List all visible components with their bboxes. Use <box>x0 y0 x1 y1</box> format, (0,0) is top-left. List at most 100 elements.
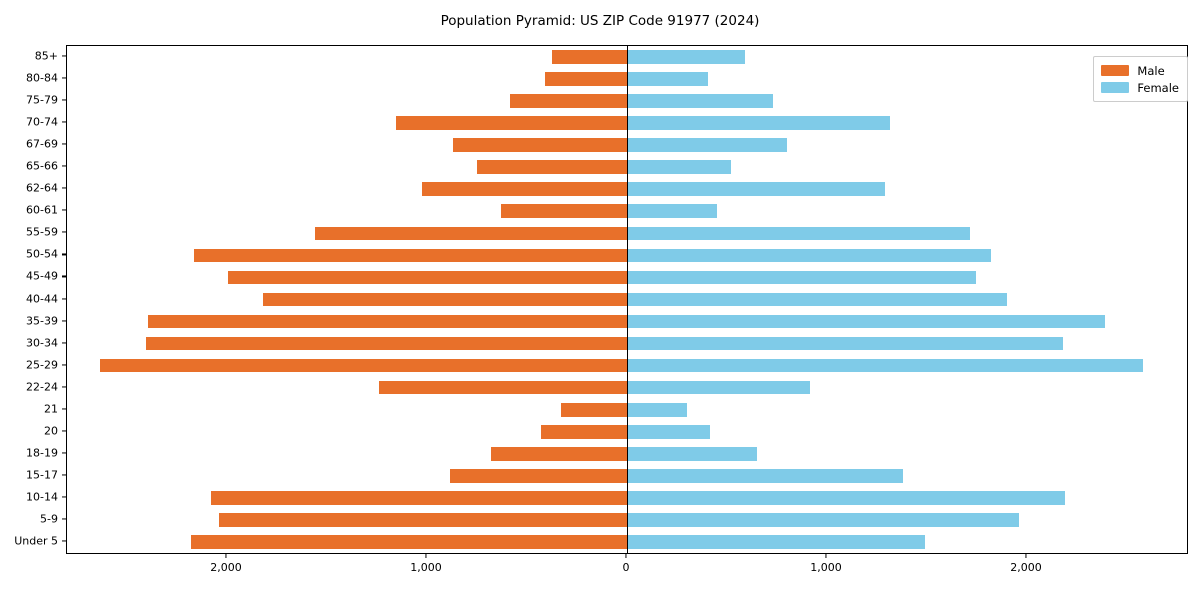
bar-female <box>627 469 903 483</box>
y-axis-tick-label: 80-84 <box>26 71 58 85</box>
bar-female <box>627 160 731 175</box>
legend-item-male: Male <box>1101 62 1179 79</box>
x-axis-tick-mark <box>625 554 627 558</box>
bar-male <box>491 446 627 461</box>
bar-male <box>450 469 627 483</box>
y-axis-tick-mark <box>62 187 66 189</box>
y-axis-tick-mark <box>62 209 66 211</box>
x-axis: 2,000 1,000 0 1,000 2,000 <box>66 554 1188 600</box>
bar-male <box>263 292 627 307</box>
legend-item-female: Female <box>1101 79 1179 96</box>
bar-row <box>67 380 1187 395</box>
bar-male <box>148 314 627 329</box>
y-axis-tick-label: 67-69 <box>26 137 58 151</box>
bar-male <box>510 94 627 108</box>
x-axis-tick-label: 0 <box>622 561 630 574</box>
y-axis-tick-label: 45-49 <box>26 269 58 283</box>
y-axis-tick-mark <box>62 297 66 300</box>
x-axis-tick-mark <box>425 554 427 558</box>
y-axis-tick-label: 40-44 <box>26 292 58 305</box>
bar-female <box>627 491 1065 505</box>
bar-female <box>627 336 1063 351</box>
x-axis-tick-label: 2,000 <box>210 561 242 574</box>
x-axis-tick-mark <box>1025 554 1027 558</box>
bar-female <box>627 270 976 285</box>
bar-male <box>315 226 627 241</box>
bar-female <box>627 402 687 417</box>
zero-axis-line <box>627 46 629 553</box>
y-axis-tick-mark <box>62 540 66 542</box>
bar-female <box>627 513 1019 527</box>
bar-male <box>228 270 627 285</box>
bar-row <box>67 72 1187 86</box>
bar-row <box>67 160 1187 175</box>
y-axis-tick-label: 50-54 <box>26 247 58 261</box>
chart-title: Population Pyramid: US ZIP Code 91977 (2… <box>440 13 760 29</box>
y-axis-tick-mark <box>62 430 66 432</box>
x-axis-tick-mark <box>825 554 827 558</box>
bar-female <box>627 380 810 395</box>
bar-male <box>100 358 627 373</box>
y-axis-tick-mark <box>62 342 66 344</box>
bar-row <box>67 358 1187 373</box>
bar-row <box>67 116 1187 130</box>
y-axis-tick-label: 21 <box>44 402 58 416</box>
bar-row <box>67 424 1187 439</box>
y-axis-tick-label: 25-29 <box>26 358 58 372</box>
bar-male <box>211 491 627 505</box>
x-axis-tick-label: 2,000 <box>1010 561 1042 574</box>
y-axis-tick-mark <box>62 386 66 388</box>
bar-row <box>67 336 1187 351</box>
bar-male <box>545 72 627 86</box>
bar-male <box>379 380 627 395</box>
y-axis-tick-label: 65-66 <box>26 159 58 173</box>
y-axis-tick-label: 20 <box>44 424 58 438</box>
y-axis-tick-mark <box>62 518 66 520</box>
legend-label-female: Female <box>1137 80 1179 95</box>
bar-female <box>627 72 708 86</box>
bar-female <box>627 94 773 108</box>
bar-female <box>627 116 890 130</box>
bar-male <box>561 402 627 417</box>
bar-row <box>67 513 1187 527</box>
bars-layer <box>67 46 1187 553</box>
legend: Male Female <box>1093 56 1188 102</box>
bar-male <box>219 513 627 527</box>
bar-row <box>67 226 1187 241</box>
x-axis-tick-mark <box>225 554 227 558</box>
legend-swatch-male <box>1101 65 1130 76</box>
bar-row <box>67 535 1187 549</box>
y-axis-tick-label: 10-14 <box>26 490 58 504</box>
y-axis-tick-label: Under 5 <box>14 534 58 548</box>
bar-male <box>541 424 627 439</box>
y-axis-tick-mark <box>62 165 66 167</box>
bar-row <box>67 204 1187 219</box>
y-axis-tick-mark <box>62 253 66 255</box>
bar-female <box>627 138 787 153</box>
bar-female <box>627 535 925 549</box>
y-axis-tick-mark <box>62 231 66 233</box>
bar-female <box>627 182 885 197</box>
x-axis-tick-label: 1,000 <box>810 561 842 574</box>
y-axis-tick-mark <box>62 121 66 123</box>
y-axis-tick-mark <box>62 275 66 277</box>
y-axis-tick-mark <box>62 364 66 366</box>
bar-female <box>627 204 717 219</box>
y-axis-tick-mark <box>62 474 66 476</box>
bar-female <box>627 292 1007 307</box>
y-axis-tick-label: 30-34 <box>26 336 58 350</box>
y-axis-tick-label: 70-74 <box>26 115 58 129</box>
bar-female <box>627 358 1143 373</box>
bar-male <box>501 204 627 219</box>
bar-row <box>67 314 1187 329</box>
bar-male <box>194 248 627 263</box>
bar-male <box>146 336 627 351</box>
y-axis-tick-label: 35-39 <box>26 314 58 328</box>
y-axis-tick-label: 55-59 <box>26 225 58 239</box>
bar-female <box>627 226 970 241</box>
bar-female <box>627 424 710 439</box>
y-axis: Under 5 5-9 10-14 15-17 18-19 20 21 22-24 25-29 3… <box>0 45 66 554</box>
y-axis-tick-label: 18-19 <box>26 446 58 460</box>
bar-row <box>67 446 1187 461</box>
